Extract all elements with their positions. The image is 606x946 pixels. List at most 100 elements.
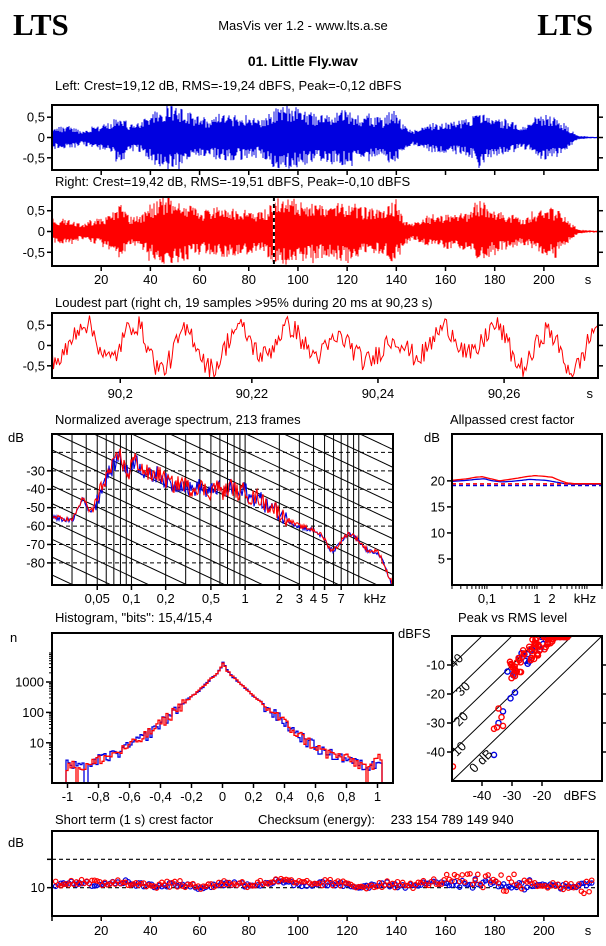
- svg-text:-0,5: -0,5: [23, 358, 45, 373]
- svg-text:20: 20: [94, 272, 108, 287]
- svg-text:60: 60: [192, 272, 206, 287]
- svg-text:-20: -20: [533, 788, 552, 803]
- svg-text:160: 160: [435, 923, 457, 938]
- app-info: MasVis ver 1.2 - www.lts.a.se: [218, 18, 388, 33]
- svg-text:20: 20: [450, 708, 471, 729]
- svg-text:-50: -50: [26, 500, 45, 515]
- svg-text:s: s: [587, 386, 594, 401]
- svg-text:0,8: 0,8: [337, 789, 355, 804]
- svg-text:5: 5: [321, 591, 328, 606]
- svg-text:40: 40: [445, 650, 466, 671]
- svg-text:140: 140: [385, 923, 407, 938]
- wave-left-plot: 0,5 0 -0,5: [23, 104, 603, 175]
- svg-text:0 dB: 0 dB: [466, 746, 496, 776]
- histogram-plot: 1000 100 10 -1 -0,8 -0,6 -0,4 -0,2 0 0,2 0,4 0,6 0,8…: [15, 632, 394, 804]
- svg-text:1: 1: [374, 789, 381, 804]
- svg-text:s: s: [585, 923, 592, 938]
- svg-text:-80: -80: [26, 555, 45, 570]
- svg-text:0,5: 0,5: [27, 110, 45, 125]
- svg-text:0,5: 0,5: [202, 591, 220, 606]
- svg-text:90,2: 90,2: [108, 386, 133, 401]
- svg-text:20: 20: [94, 923, 108, 938]
- svg-text:1: 1: [533, 591, 540, 606]
- page-title: 01. Little Fly.wav: [247, 53, 359, 69]
- checksum-label: Checksum (energy):: [258, 812, 376, 827]
- svg-text:-30: -30: [26, 463, 45, 478]
- svg-text:-10: -10: [426, 658, 445, 673]
- histogram-n-unit: n: [10, 630, 18, 645]
- svg-text:0,2: 0,2: [244, 789, 262, 804]
- svg-text:-40: -40: [473, 788, 492, 803]
- svg-text:100: 100: [287, 272, 309, 287]
- svg-text:-30: -30: [426, 716, 445, 731]
- shortterm-title: Short term (1 s) crest factor: [55, 812, 214, 827]
- svg-text:10: 10: [431, 525, 445, 540]
- shortterm-plot: 10 20 40 60 80 100 120 140 160 180 200 s: [31, 830, 599, 938]
- svg-text:100: 100: [287, 923, 309, 938]
- svg-text:20: 20: [431, 473, 445, 488]
- spectrum-title: Normalized average spectrum, 213 frames: [55, 412, 301, 427]
- spectrum-db-unit: dB: [8, 430, 24, 445]
- peakrms-dbfs-unit: dBFS: [398, 626, 431, 641]
- right-channel-stats: Right: Crest=19,42 dB, RMS=-19,51 dBFS, …: [55, 174, 411, 189]
- svg-text:5: 5: [438, 551, 445, 566]
- svg-text:90,22: 90,22: [236, 386, 269, 401]
- logo-left: LTS: [13, 7, 69, 42]
- svg-text:200: 200: [533, 923, 555, 938]
- svg-text:2: 2: [548, 591, 555, 606]
- svg-text:120: 120: [336, 272, 358, 287]
- svg-text:0,5: 0,5: [27, 318, 45, 333]
- svg-text:-0,6: -0,6: [118, 789, 140, 804]
- svg-text:-0,2: -0,2: [180, 789, 202, 804]
- svg-text:1: 1: [241, 591, 248, 606]
- svg-text:200: 200: [533, 272, 555, 287]
- svg-text:dBFS: dBFS: [564, 788, 597, 803]
- svg-text:0,4: 0,4: [275, 789, 293, 804]
- svg-text:0,05: 0,05: [85, 591, 110, 606]
- svg-text:0,5: 0,5: [27, 203, 45, 218]
- allpass-title: Allpassed crest factor: [450, 412, 575, 427]
- svg-text:40: 40: [143, 923, 157, 938]
- svg-text:-60: -60: [26, 519, 45, 534]
- svg-text:90,24: 90,24: [362, 386, 395, 401]
- svg-text:90,26: 90,26: [488, 386, 521, 401]
- svg-text:0,2: 0,2: [157, 591, 175, 606]
- svg-text:0,6: 0,6: [306, 789, 324, 804]
- shortterm-db-unit: dB: [8, 835, 24, 850]
- svg-text:-0,5: -0,5: [23, 245, 45, 260]
- peakrms-title: Peak vs RMS level: [458, 610, 568, 625]
- svg-text:160: 160: [435, 272, 457, 287]
- wave-right-plot: 0,5 0 -0,5 20 40 60 80 100 120 140 160 180 200 s: [23, 196, 603, 287]
- svg-text:120: 120: [336, 923, 358, 938]
- svg-text:-40: -40: [26, 482, 45, 497]
- svg-text:-1: -1: [62, 789, 74, 804]
- svg-text:1000: 1000: [15, 675, 44, 690]
- svg-text:10: 10: [30, 735, 44, 750]
- loudest-part-title: Loudest part (right ch, 19 samples >95% …: [55, 295, 433, 310]
- svg-text:3: 3: [296, 591, 303, 606]
- svg-text:2: 2: [276, 591, 283, 606]
- svg-text:-0,8: -0,8: [87, 789, 109, 804]
- svg-text:s: s: [585, 272, 592, 287]
- svg-text:kHz: kHz: [364, 591, 386, 606]
- svg-text:0: 0: [219, 789, 226, 804]
- allpass-db-unit: dB: [424, 430, 440, 445]
- svg-text:0: 0: [38, 224, 45, 239]
- svg-text:140: 140: [385, 272, 407, 287]
- svg-text:0,1: 0,1: [122, 591, 140, 606]
- svg-text:-70: -70: [26, 537, 45, 552]
- svg-text:180: 180: [484, 272, 506, 287]
- svg-text:-0,5: -0,5: [23, 150, 45, 165]
- left-channel-stats: Left: Crest=19,12 dB, RMS=-19,24 dBFS, P…: [55, 78, 402, 93]
- svg-text:4: 4: [310, 591, 317, 606]
- svg-text:10: 10: [31, 880, 45, 895]
- spectrum-plot: -30 -40 -50 -60 -70 -80 0,05 0,1 0,2 0,5 1 2 3 4 5 7 kHz: [26, 433, 394, 606]
- svg-text:0: 0: [38, 130, 45, 145]
- loudest-plot: 0,5 0 -0,5 90,2 90,22 90,24 90,26 s: [23, 312, 603, 401]
- svg-text:-20: -20: [426, 687, 445, 702]
- svg-text:60: 60: [192, 923, 206, 938]
- svg-text:0,1: 0,1: [478, 591, 496, 606]
